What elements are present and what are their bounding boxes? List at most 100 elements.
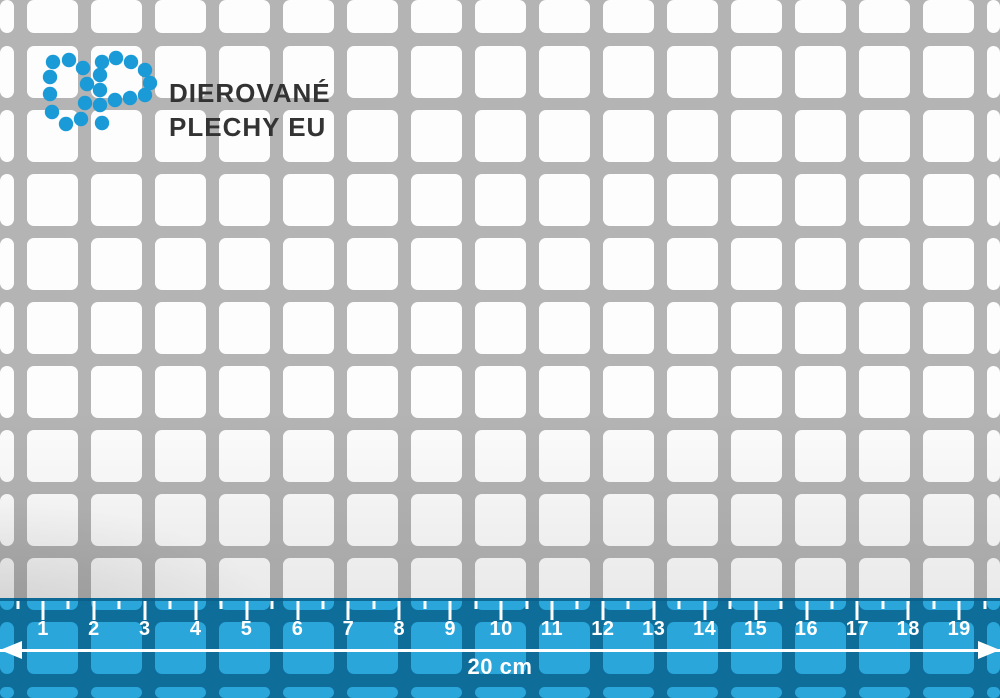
perforation-hole: [923, 622, 974, 674]
perforation-hole: [475, 622, 526, 674]
perforation-hole: [0, 687, 14, 698]
perforation-hole: [667, 430, 718, 482]
ruler-tick-major: [499, 601, 503, 620]
perforation-hole: [539, 110, 590, 162]
perforation-hole: [667, 0, 718, 33]
perforation-hole: [731, 430, 782, 482]
perforation-hole: [667, 174, 718, 226]
perforation-hole: [91, 430, 142, 482]
perforation-hole: [859, 0, 910, 33]
ruler-number: 3: [138, 618, 151, 640]
perforation-hole: [283, 238, 334, 290]
perforation-hole: [859, 238, 910, 290]
perforation-hole: [987, 494, 1000, 546]
ruler-total-label: 20 cm: [467, 654, 533, 679]
perforation-hole: [731, 687, 782, 698]
perforation-hole: [667, 494, 718, 546]
ruler-number: 14: [693, 618, 717, 640]
perforation-hole: [923, 494, 974, 546]
ruler-tick-major: [194, 601, 198, 620]
perforation-hole: [667, 687, 718, 698]
ruler-tick-minor: [219, 601, 223, 609]
perforation-hole: [91, 238, 142, 290]
perforation-hole: [667, 46, 718, 98]
ruler-tick-major: [550, 601, 554, 620]
ruler-number: 5: [240, 618, 253, 640]
perforation-hole: [0, 366, 14, 418]
perforation-hole: [283, 430, 334, 482]
perforation-hole: [603, 430, 654, 482]
perforation-hole: [155, 302, 206, 354]
ruler-tick-minor: [474, 601, 478, 609]
perforation-hole: [283, 110, 334, 162]
perforation-hole: [923, 366, 974, 418]
perforation-hole: [219, 174, 270, 226]
ruler-tick-major: [92, 601, 96, 620]
perforation-hole: [91, 174, 142, 226]
perforation-hole: [731, 302, 782, 354]
perforation-hole: [347, 110, 398, 162]
ruler-tick-major: [805, 601, 808, 620]
perforation-hole: [539, 302, 590, 354]
perforation-hole: [859, 430, 910, 482]
ruler-tick-minor: [168, 601, 172, 609]
perforation-hole: [603, 0, 654, 33]
perforation-hole: [283, 687, 334, 698]
perforation-hole: [795, 238, 846, 290]
ruler-tick-major: [346, 601, 350, 620]
ruler-tick-minor: [16, 601, 20, 609]
ruler-number: 12: [591, 618, 615, 640]
ruler-number: 11: [540, 618, 564, 640]
ruler-tick-minor: [983, 601, 987, 609]
perforation-hole: [475, 174, 526, 226]
perforation-hole: [155, 110, 206, 162]
perforation-hole: [731, 238, 782, 290]
perforation-hole: [987, 238, 1000, 290]
ruler-tick-major: [143, 601, 147, 620]
perforation-hole: [539, 494, 590, 546]
perforation-hole: [859, 598, 910, 610]
perforation-hole: [219, 238, 270, 290]
perforation-hole: [411, 174, 462, 226]
perforation-hole: [539, 0, 590, 33]
perforation-hole: [347, 430, 398, 482]
perforation-hole: [283, 0, 334, 33]
perforation-hole: [923, 687, 974, 698]
perforation-hole: [155, 0, 206, 33]
perforation-hole: [283, 302, 334, 354]
ruler-tick-major: [601, 601, 605, 620]
arrow-right-icon: [978, 641, 1000, 659]
perforation-hole: [795, 622, 846, 674]
perforation-hole: [539, 366, 590, 418]
dp-logo: [42, 50, 158, 132]
perforation-hole: [603, 494, 654, 546]
perforation-hole: [347, 494, 398, 546]
perforation-hole: [0, 430, 14, 482]
perforation-hole: [475, 238, 526, 290]
ruler-tick-major: [652, 601, 656, 620]
perforation-hole: [0, 0, 14, 33]
perforation-hole: [91, 494, 142, 546]
perforation-hole: [603, 687, 654, 698]
perforation-hole: [923, 174, 974, 226]
perforation-hole: [411, 366, 462, 418]
perforation-hole: [155, 430, 206, 482]
ruler-number: 10: [489, 618, 513, 640]
perforation-hole: [219, 46, 270, 98]
perforation-hole: [91, 622, 142, 674]
ruler-tick-major: [754, 601, 758, 620]
perforation-hole: [987, 0, 1000, 33]
perforation-hole: [987, 687, 1000, 698]
perforation-hole: [539, 238, 590, 290]
ruler-tick-major: [957, 601, 961, 620]
perforation-hole: [731, 174, 782, 226]
perforation-hole: [923, 430, 974, 482]
ruler-tick-major: [41, 601, 45, 620]
perforation-hole: [0, 238, 14, 290]
perforation-hole: [859, 174, 910, 226]
ruler-tick-minor: [525, 601, 529, 609]
ruler-tick-minor: [270, 601, 274, 609]
perforation-hole: [987, 366, 1000, 418]
perforation-hole: [347, 174, 398, 226]
